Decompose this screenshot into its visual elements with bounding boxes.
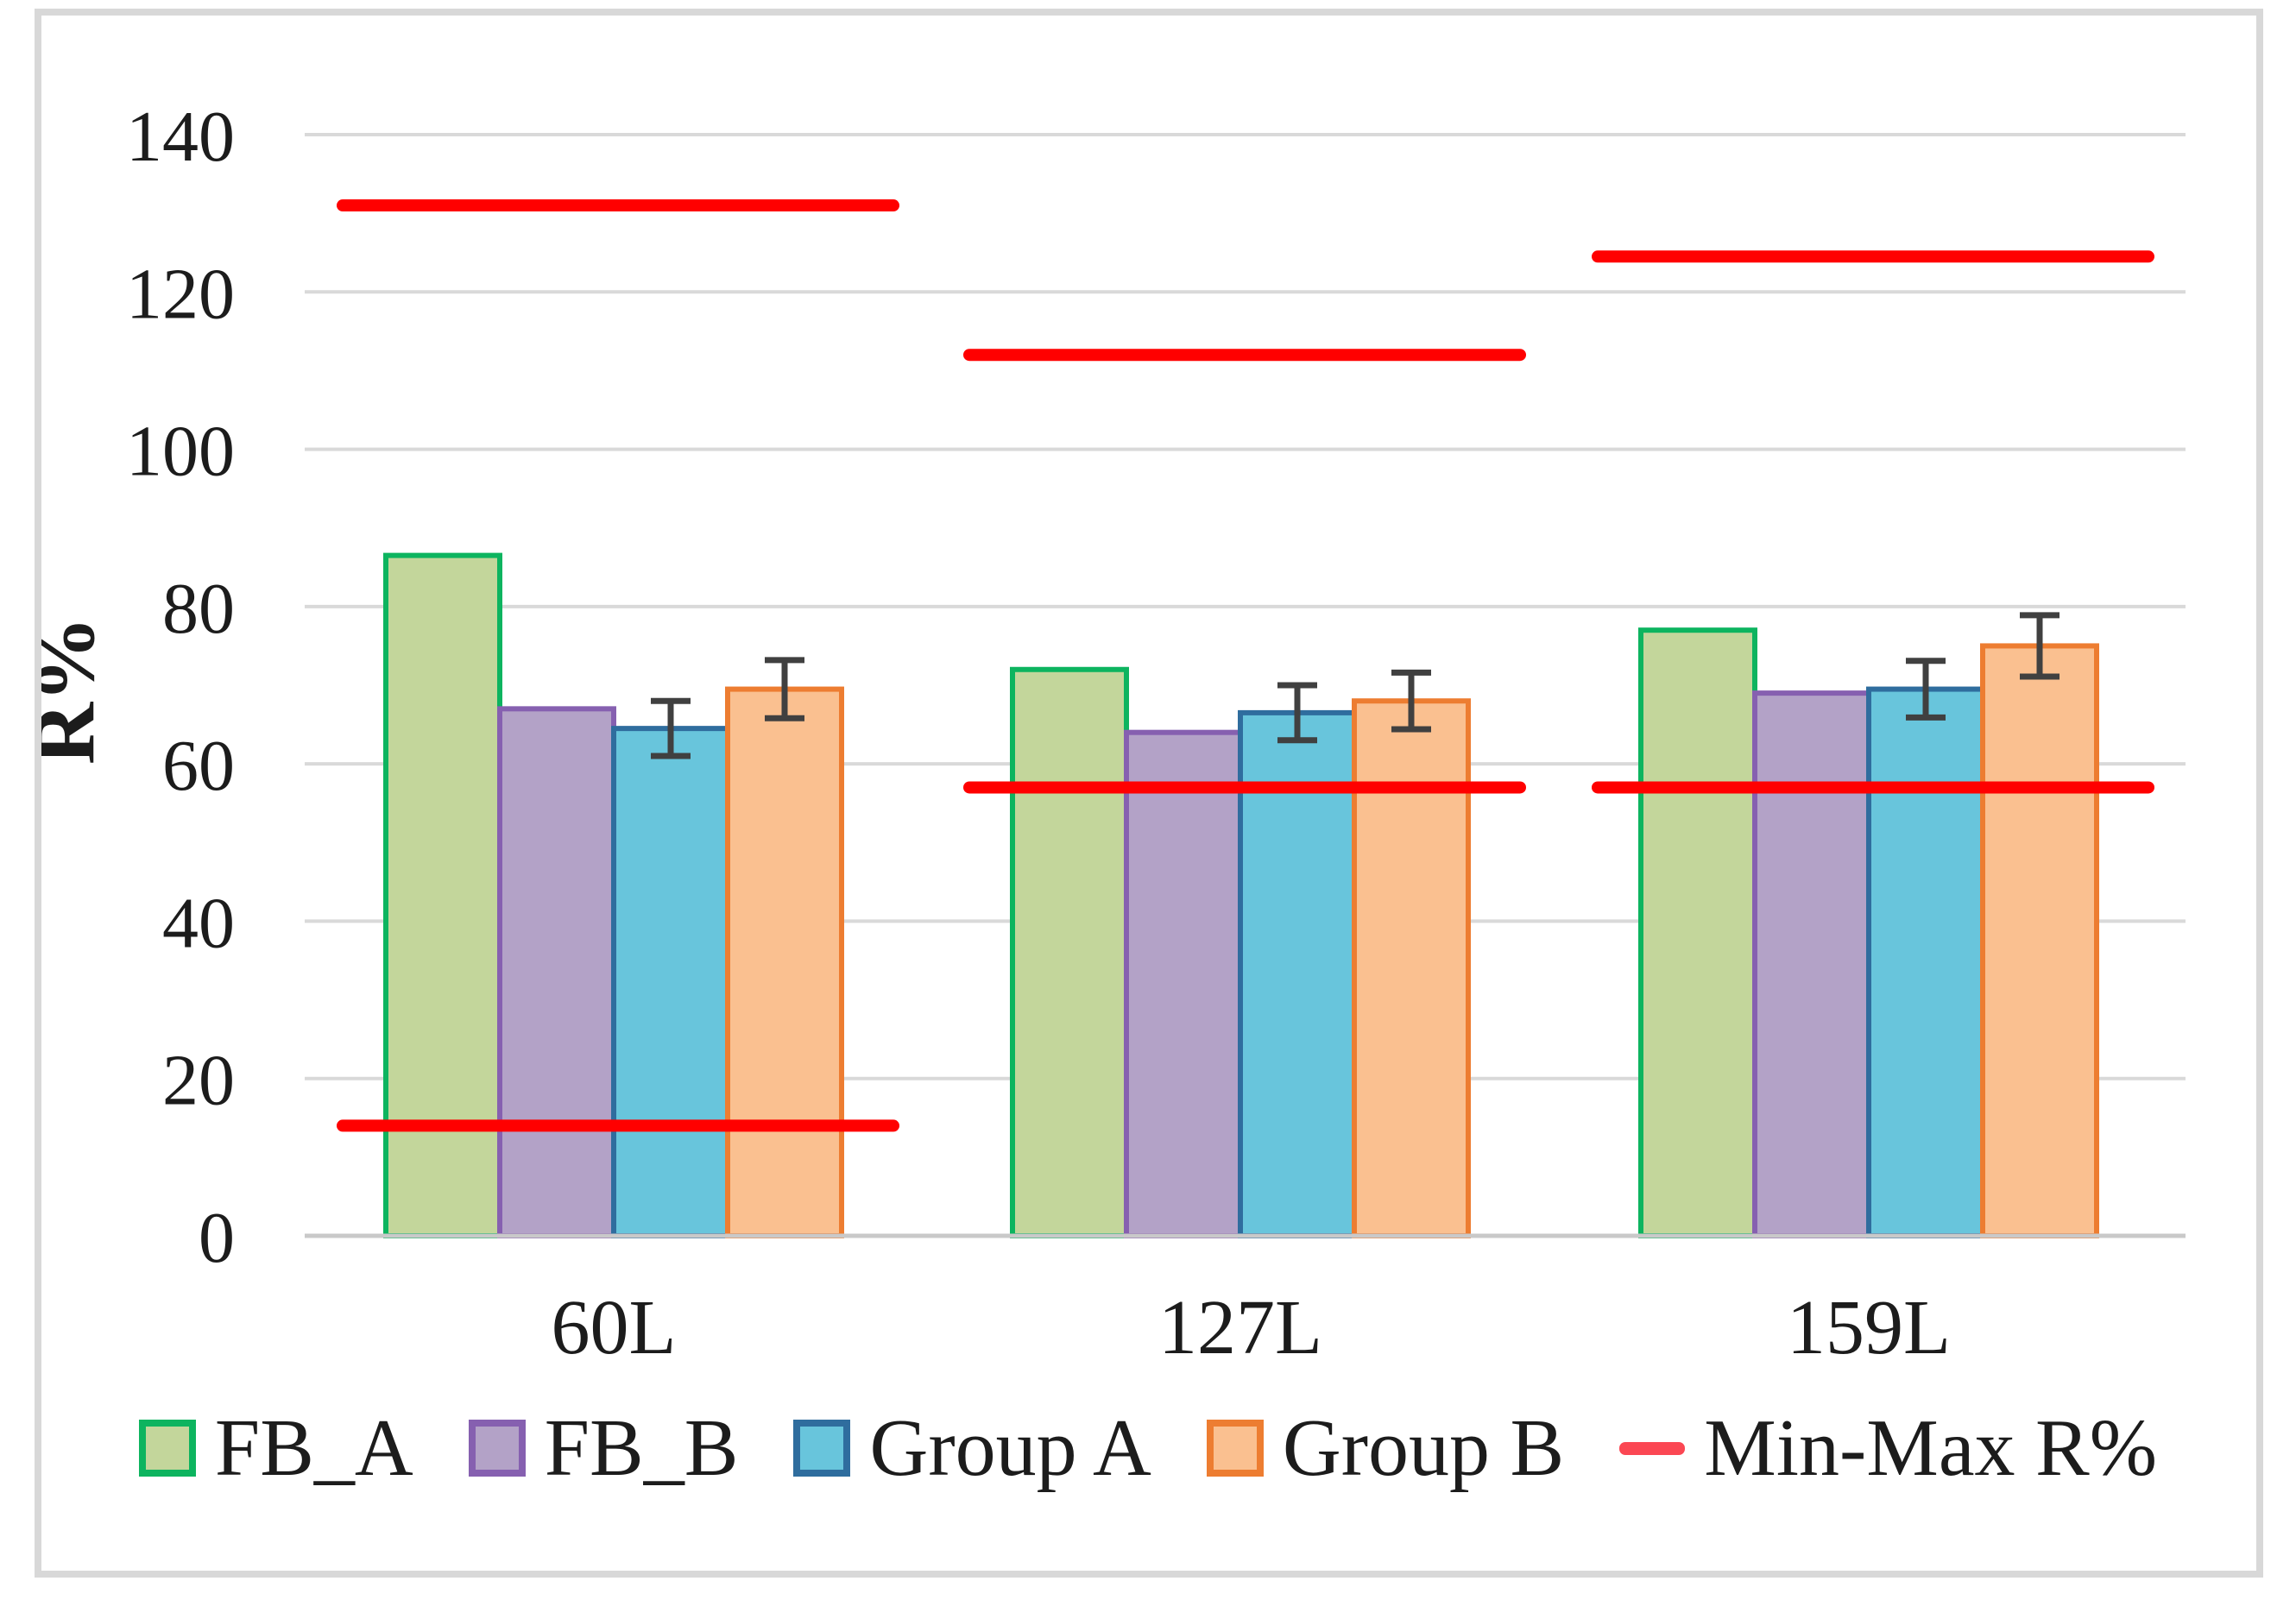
legend-item-group-a: Group A — [793, 1402, 1151, 1495]
legend-label-group-a: Group A — [869, 1403, 1151, 1493]
bar-group-a-127l — [1238, 709, 1357, 1238]
y-axis-tick-labels: 0 20 40 60 80 100 120 140 — [126, 97, 235, 1278]
bar-group-b-127l — [1352, 698, 1471, 1238]
error-bar-group-a-159l — [1906, 658, 1946, 721]
bar-group-b-60l — [725, 686, 844, 1238]
x-category-label-60l: 60L — [552, 1285, 677, 1370]
bar-group-b-159l — [1980, 643, 2099, 1238]
error-bar-group-a-60l — [651, 697, 691, 759]
legend: FB_A FB_B Group A Group B Min-Max R% — [0, 1402, 2296, 1495]
bar-fb-a-127l — [1010, 666, 1129, 1238]
legend-item-min-max-r: Min-Max R% — [1619, 1402, 2157, 1495]
x-axis-category-labels: 60L 127L 159L — [552, 1285, 1951, 1370]
min-max-lines — [337, 199, 2154, 1132]
y-tick-label-120: 120 — [126, 254, 235, 334]
bar-fb-a-60l — [383, 552, 502, 1238]
y-tick-label-40: 40 — [162, 883, 235, 963]
legend-swatch-group-b-icon — [1206, 1420, 1264, 1477]
x-category-label-127l: 127L — [1158, 1285, 1322, 1370]
legend-label-fb-b: FB_B — [544, 1403, 739, 1493]
error-bar-group-b-60l — [765, 657, 804, 721]
legend-label-min-max-r: Min-Max R% — [1704, 1403, 2158, 1493]
bar-fb-b-127l — [1124, 729, 1243, 1238]
bar-fb-a-159l — [1638, 627, 1757, 1238]
bar-fb-b-60l — [497, 706, 616, 1238]
error-bar-group-a-127l — [1277, 682, 1317, 744]
x-category-label-159l: 159L — [1787, 1285, 1951, 1370]
legend-label-group-b: Group B — [1282, 1403, 1565, 1493]
bar-group-a-159l — [1866, 686, 1985, 1238]
bar-fb-b-159l — [1752, 690, 1871, 1238]
y-tick-label-140: 140 — [126, 97, 235, 177]
error-bar-group-b-159l — [2020, 612, 2059, 680]
error-bars — [651, 612, 2059, 759]
y-tick-label-60: 60 — [162, 726, 235, 806]
y-tick-label-0: 0 — [199, 1198, 235, 1278]
legend-swatch-group-a-icon — [793, 1420, 851, 1477]
legend-item-fb-b: FB_B — [468, 1402, 739, 1495]
legend-swatch-fb-b-icon — [468, 1420, 526, 1477]
y-tick-label-20: 20 — [162, 1041, 235, 1121]
legend-swatch-fb-a-icon — [138, 1420, 196, 1477]
y-axis-title: R% — [16, 616, 112, 765]
bar-group-a-60l — [611, 726, 730, 1238]
legend-label-fb-a: FB_A — [214, 1403, 413, 1493]
legend-item-group-b: Group B — [1206, 1402, 1565, 1495]
error-bar-group-b-127l — [1391, 669, 1431, 733]
bar-series — [383, 552, 2099, 1238]
legend-item-fb-a: FB_A — [138, 1402, 413, 1495]
y-tick-label-100: 100 — [126, 412, 235, 492]
legend-line-dash-icon — [1619, 1441, 1686, 1455]
y-tick-label-80: 80 — [162, 569, 235, 649]
